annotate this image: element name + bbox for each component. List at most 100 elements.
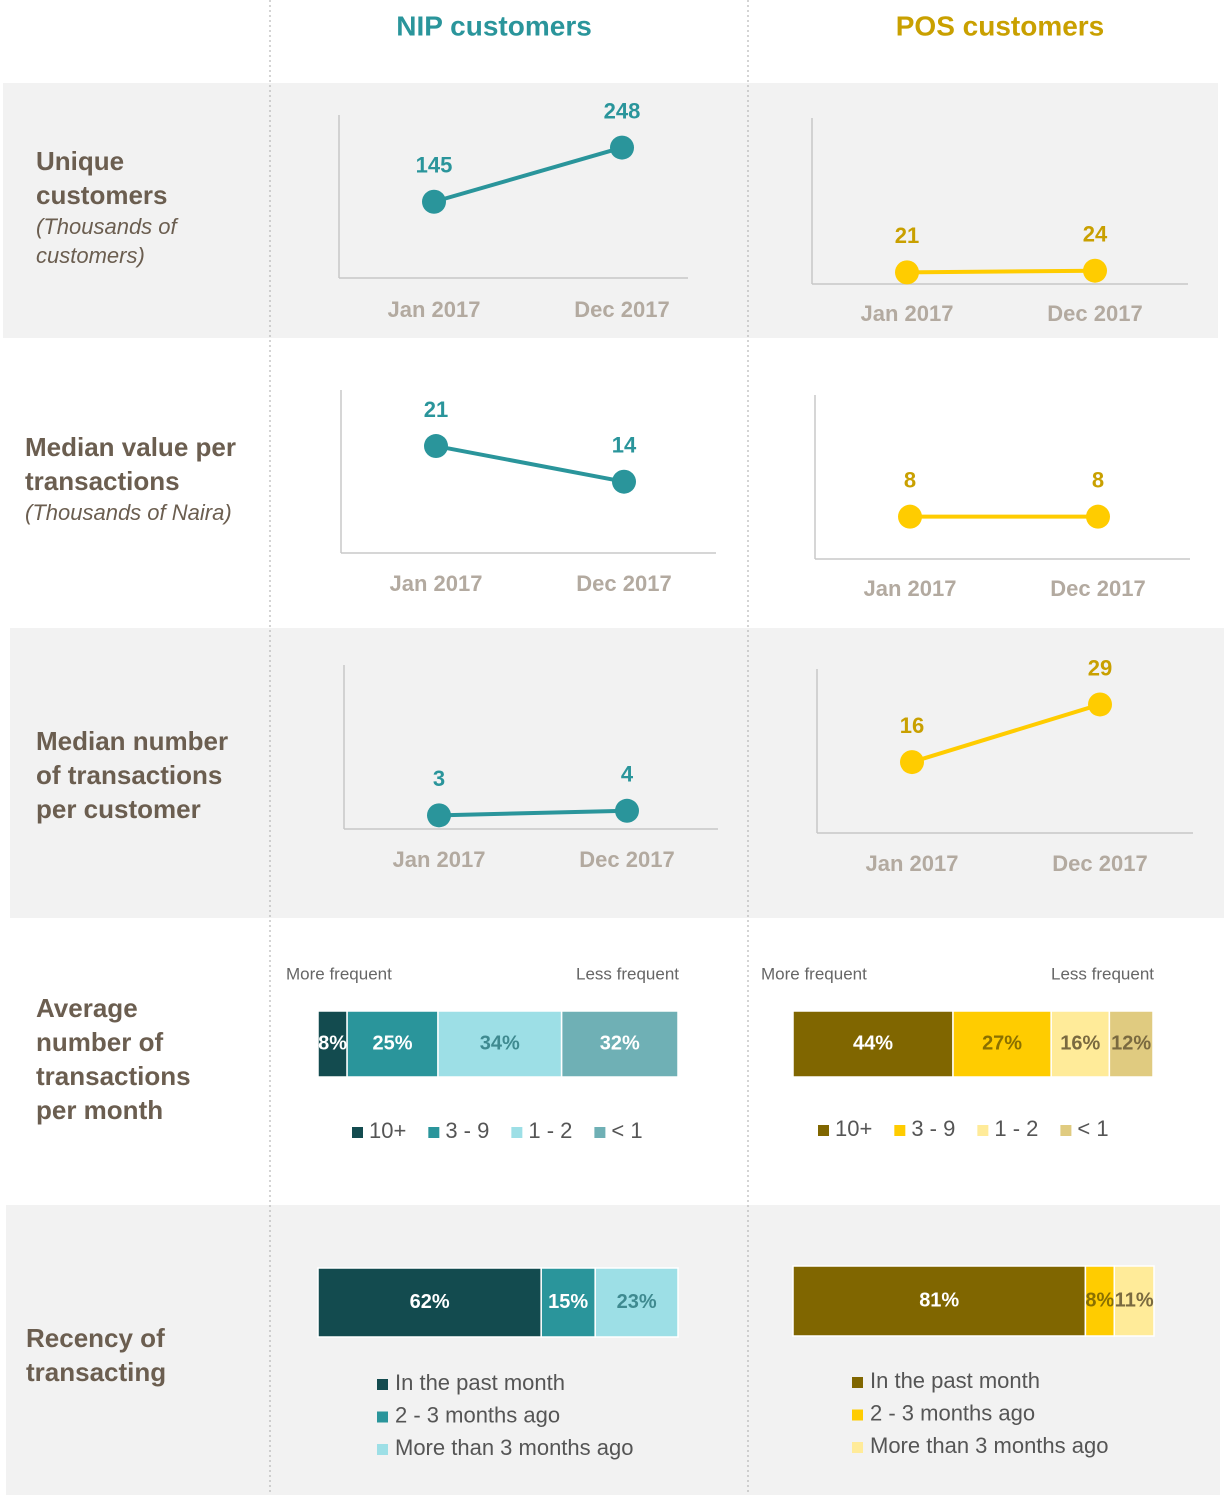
legend-label: In the past month [870,1368,1040,1393]
data-label: 8 [1092,467,1104,492]
data-label: 4 [621,762,634,787]
x-tick-label: Dec 2017 [1050,576,1145,601]
data-label: 8% [1085,1289,1114,1311]
bar-segment [1084,1265,1116,1337]
legend-swatch [511,1127,523,1138]
legend-label: 1 - 2 [994,1116,1038,1141]
legend-swatch [852,1377,863,1388]
data-label: 15% [548,1291,588,1313]
legend-label: In the past month [395,1370,565,1395]
row-title: Average number of transactions per month [36,993,191,1125]
line-series [433,145,623,204]
legend-swatch [377,1444,388,1455]
legend-label: < 1 [611,1118,642,1143]
data-label: 44% [853,1032,893,1054]
data-label: 16 [900,713,924,738]
point [1088,692,1112,717]
legend-label: 10+ [369,1118,406,1143]
data-label: 21 [424,397,448,422]
legend-swatch [594,1127,606,1138]
data-label: 3 [433,766,445,791]
data-label: 21 [895,223,919,248]
x-tick-label: Jan 2017 [388,297,481,322]
bar-segment [317,1010,348,1078]
bar-segment [952,1010,1052,1078]
legend-swatch [818,1125,829,1136]
x-tick-label: Dec 2017 [1052,851,1147,876]
legend-label: 3 - 9 [445,1118,489,1143]
x-tick-label: Jan 2017 [864,576,957,601]
data-label: 145 [416,153,453,178]
legend-swatch [428,1127,440,1138]
annotation: More frequent [761,964,867,983]
point [612,469,636,494]
bar-segment [437,1010,563,1078]
x-tick-label: Jan 2017 [393,847,486,872]
x-tick-label: Dec 2017 [579,847,674,872]
legend-label: 1 - 2 [528,1118,572,1143]
row-note: (Thousands of Naira) [25,500,232,525]
row-label: Recency of transacting [26,1321,201,1389]
row-band [3,83,1218,338]
data-label: 8% [318,1032,347,1054]
legend-label: 10+ [835,1116,872,1141]
legend-swatch [352,1127,363,1138]
legend-label: 2 - 3 months ago [395,1402,560,1427]
x-tick-label: Dec 2017 [576,571,671,596]
line-series [906,268,1096,275]
row-label: Median number of transactions per custom… [36,724,251,826]
column-header: NIP customers [396,10,592,41]
point [427,803,451,828]
data-label: 34% [480,1032,520,1054]
data-label: 248 [604,98,641,123]
annotation: Less frequent [1051,964,1154,983]
row-label: Median value per transactions (Thousands … [25,430,270,527]
row-label: Unique customers (Thousands of customers) [36,144,236,270]
row-label: Average number of transactions per month [36,991,211,1127]
point [610,135,634,160]
row-title: Unique customers [36,146,168,210]
data-label: 81% [919,1289,959,1311]
point [424,434,448,459]
point [422,189,446,214]
row-title: Recency of transacting [26,1323,167,1387]
data-label: 12% [1111,1032,1151,1054]
annotation: More frequent [286,964,392,983]
legend-swatch [377,1411,388,1423]
legend-label: < 1 [1077,1116,1108,1141]
row-note: (Thousands of customers) [36,214,177,268]
point [900,750,924,775]
data-label: 8 [904,467,916,492]
bar-segment [346,1010,439,1078]
point [898,504,922,529]
point [615,798,639,823]
legend-swatch [852,1409,863,1421]
legend-label: 2 - 3 months ago [870,1400,1035,1425]
data-label: 62% [410,1291,450,1313]
bar-segment [540,1267,596,1338]
data-label: 24 [1083,222,1108,247]
x-tick-label: Dec 2017 [1047,301,1142,326]
legend-label: More than 3 months ago [395,1435,633,1460]
line-series [438,808,628,818]
column-header: POS customers [896,10,1105,41]
row-band [6,1205,1220,1495]
data-label: 32% [600,1032,640,1054]
bar-segment [594,1267,679,1338]
legend-label: More than 3 months ago [870,1433,1108,1458]
bar-segment [1108,1010,1154,1078]
point [1083,258,1107,283]
x-tick-label: Dec 2017 [574,297,669,322]
point [1086,504,1110,529]
data-label: 27% [982,1032,1022,1054]
data-label: 14 [612,433,637,458]
x-tick-label: Jan 2017 [390,571,483,596]
row-title: Median number of transactions per custom… [36,726,229,824]
data-label: 16% [1060,1032,1100,1054]
legend-label: 3 - 9 [911,1116,955,1141]
data-label: 23% [617,1291,657,1313]
bar-segment [792,1010,954,1078]
x-tick-label: Jan 2017 [861,301,954,326]
